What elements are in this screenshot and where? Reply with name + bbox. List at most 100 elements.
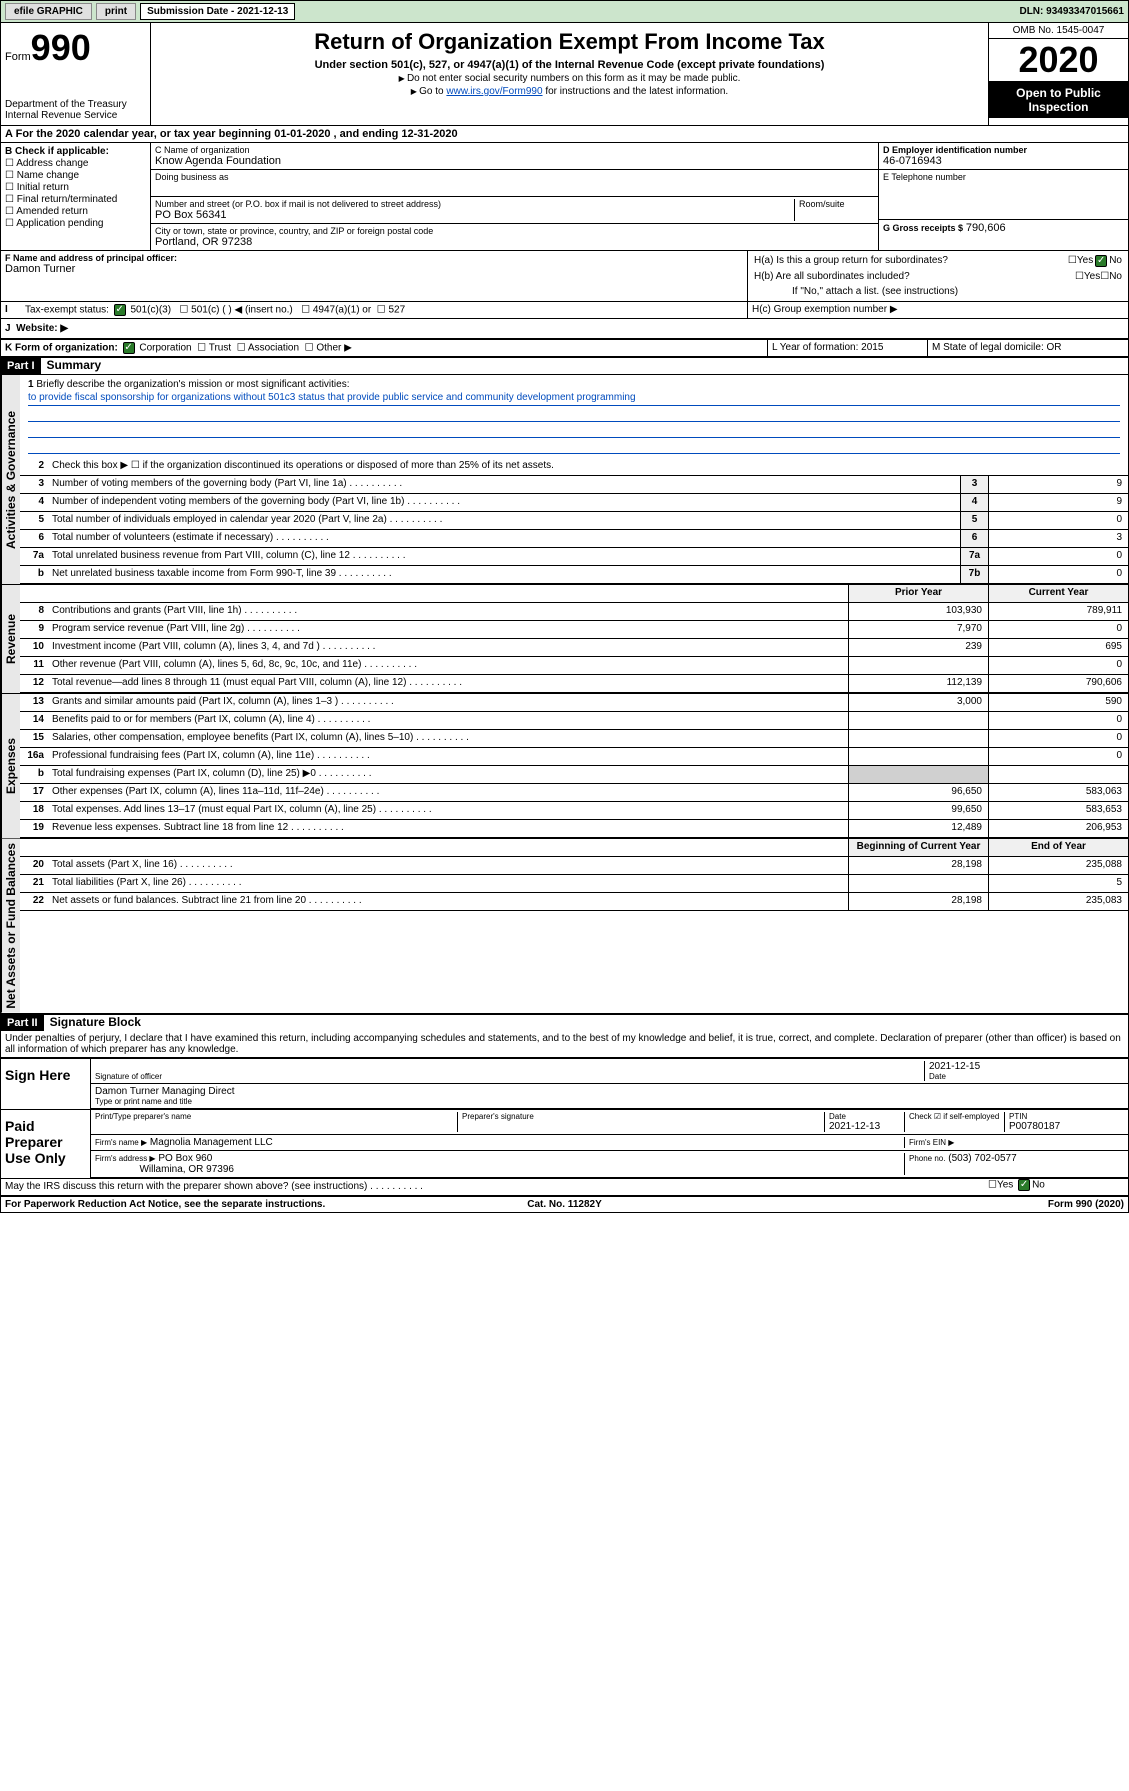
form-number: 990 — [31, 27, 91, 68]
org-address: PO Box 56341 — [155, 209, 794, 221]
tax-year: 2020 — [989, 39, 1128, 82]
efile-button[interactable]: efile GRAPHIC — [5, 3, 92, 20]
part-2-header: Part II — [1, 1015, 44, 1031]
k-corp-check: ✓ — [123, 342, 135, 354]
cb-address: Address change — [16, 158, 88, 169]
ptin-val: P00780187 — [1009, 1121, 1124, 1132]
table-row: 3Number of voting members of the governi… — [20, 476, 1128, 494]
sig-date: 2021-12-15 — [929, 1061, 1124, 1072]
form-subtitle: Under section 501(c), 527, or 4947(a)(1)… — [157, 59, 982, 71]
table-row: 16aProfessional fundraising fees (Part I… — [20, 748, 1128, 766]
th-begin: Beginning of Current Year — [848, 839, 988, 856]
form-title: Return of Organization Exempt From Incom… — [157, 29, 982, 55]
firm-addr1: PO Box 960 — [158, 1153, 212, 1164]
note-ssn: Do not enter social security numbers on … — [157, 73, 982, 84]
room-label: Room/suite — [799, 199, 874, 209]
mission-label: Briefly describe the organization's miss… — [36, 379, 349, 390]
table-row: 15Salaries, other compensation, employee… — [20, 730, 1128, 748]
ein-label: D Employer identification number — [883, 145, 1124, 155]
ein-value: 46-0716943 — [883, 155, 1124, 167]
table-row: bTotal fundraising expenses (Part IX, co… — [20, 766, 1128, 784]
org-name: Know Agenda Foundation — [155, 155, 874, 167]
m-val: OR — [1047, 342, 1062, 353]
table-row: 18Total expenses. Add lines 13–17 (must … — [20, 802, 1128, 820]
vert-net: Net Assets or Fund Balances — [1, 839, 20, 1013]
cb-pending: Application pending — [16, 218, 103, 229]
h-a-no-check: ✓ — [1095, 255, 1107, 267]
officer-label: F Name and address of principal officer: — [5, 253, 743, 263]
table-row: 17Other expenses (Part IX, column (A), l… — [20, 784, 1128, 802]
dln-text: DLN: 93493347015661 — [1019, 6, 1124, 17]
vert-governance: Activities & Governance — [1, 375, 20, 584]
table-row: 14Benefits paid to or for members (Part … — [20, 712, 1128, 730]
footer-cat: Cat. No. 11282Y — [378, 1199, 751, 1210]
submission-date: Submission Date - 2021-12-13 — [140, 3, 295, 20]
part-1-header: Part I — [1, 358, 41, 374]
dept-label: Department of the Treasury — [5, 99, 146, 110]
section-b: B Check if applicable: ☐ Address change … — [1, 143, 151, 250]
cb-name: Name change — [17, 170, 79, 181]
officer-name: Damon Turner — [5, 263, 743, 275]
firm-phone: (503) 702-0577 — [948, 1153, 1016, 1164]
vert-revenue: Revenue — [1, 585, 20, 693]
l-label: L Year of formation: — [772, 342, 858, 353]
h-b-note: If "No," attach a list. (see instruction… — [752, 284, 1124, 299]
table-row: 10Investment income (Part VIII, column (… — [20, 639, 1128, 657]
table-row: 22Net assets or fund balances. Subtract … — [20, 893, 1128, 911]
discuss-no-check: ✓ — [1018, 1179, 1030, 1191]
gross-value: 790,606 — [966, 222, 1006, 234]
mission-text: to provide fiscal sponsorship for organi… — [28, 392, 1120, 406]
cb-initial: Initial return — [17, 182, 69, 193]
th-prior: Prior Year — [848, 585, 988, 602]
top-bar: efile GRAPHIC print Submission Date - 20… — [1, 1, 1128, 23]
table-row: 5Total number of individuals employed in… — [20, 512, 1128, 530]
inspection-label: Open to Public Inspection — [989, 82, 1128, 118]
tax-period: A For the 2020 calendar year, or tax yea… — [1, 126, 1128, 143]
h-c-label: H(c) Group exemption number ▶ — [748, 302, 1128, 318]
firm-name: Magnolia Management LLC — [150, 1137, 273, 1148]
table-row: 8Contributions and grants (Part VIII, li… — [20, 603, 1128, 621]
declaration-text: Under penalties of perjury, I declare th… — [1, 1031, 1128, 1058]
addr-label: Number and street (or P.O. box if mail i… — [155, 199, 794, 209]
website-label: Website: ▶ — [16, 323, 68, 334]
table-row: 6Total number of volunteers (estimate if… — [20, 530, 1128, 548]
dba-label: Doing business as — [155, 172, 874, 182]
footer-pra: For Paperwork Reduction Act Notice, see … — [5, 1199, 378, 1210]
cb-final: Final return/terminated — [17, 194, 118, 205]
sig-name: Damon Turner Managing Direct — [95, 1086, 235, 1097]
status-501c3-check: ✓ — [114, 304, 126, 316]
line-2: Check this box ▶ ☐ if the organization d… — [48, 458, 1128, 475]
th-end: End of Year — [988, 839, 1128, 856]
m-label: M State of legal domicile: — [932, 342, 1044, 353]
org-city: Portland, OR 97238 — [155, 236, 874, 248]
table-row: 11Other revenue (Part VIII, column (A), … — [20, 657, 1128, 675]
cb-amended: Amended return — [16, 206, 88, 217]
table-row: 12Total revenue—add lines 8 through 11 (… — [20, 675, 1128, 693]
h-b-label: H(b) Are all subordinates included? — [754, 271, 1075, 282]
form-header: Form990 Department of the Treasury Inter… — [1, 23, 1128, 126]
paid-preparer-label: Paid Preparer Use Only — [1, 1110, 91, 1178]
omb-number: OMB No. 1545-0047 — [989, 23, 1128, 39]
status-label: Tax-exempt status: — [25, 305, 109, 316]
table-row: 13Grants and similar amounts paid (Part … — [20, 694, 1128, 712]
part-1-title: Summary — [41, 356, 108, 374]
vert-expenses: Expenses — [1, 694, 20, 838]
sig-officer-label: Signature of officer — [95, 1072, 924, 1081]
table-row: 20Total assets (Part X, line 16)28,19823… — [20, 857, 1128, 875]
note-goto-pre: Go to — [411, 86, 447, 97]
k-label: K Form of organization: — [5, 343, 118, 354]
prep-date: 2021-12-13 — [829, 1121, 904, 1132]
form-prefix: Form — [5, 51, 31, 63]
irs-label: Internal Revenue Service — [5, 110, 146, 121]
note-goto-post: for instructions and the latest informat… — [543, 86, 729, 97]
table-row: 19Revenue less expenses. Subtract line 1… — [20, 820, 1128, 838]
table-row: 21Total liabilities (Part X, line 26)5 — [20, 875, 1128, 893]
print-button[interactable]: print — [96, 3, 136, 20]
table-row: bNet unrelated business taxable income f… — [20, 566, 1128, 584]
phone-label: E Telephone number — [883, 172, 1124, 182]
table-row: 7aTotal unrelated business revenue from … — [20, 548, 1128, 566]
org-name-label: C Name of organization — [155, 145, 874, 155]
irs-link[interactable]: www.irs.gov/Form990 — [446, 86, 542, 97]
gross-label: G Gross receipts $ — [883, 223, 963, 233]
part-2-title: Signature Block — [44, 1013, 147, 1031]
